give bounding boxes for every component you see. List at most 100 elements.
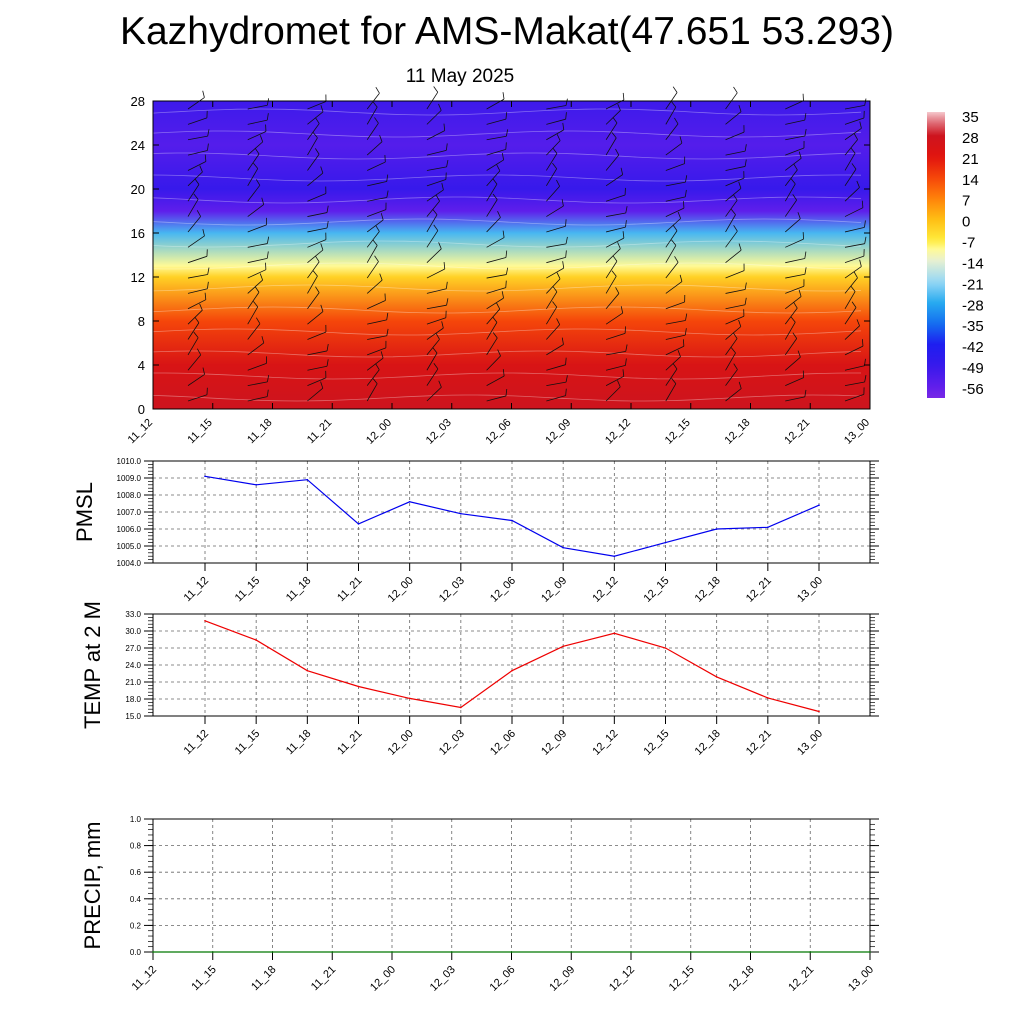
x-tick-label: 13_00 bbox=[795, 728, 825, 758]
wind-barb bbox=[725, 144, 747, 156]
x-tick-label: 12_21 bbox=[744, 575, 774, 605]
wind-barb bbox=[187, 143, 209, 156]
wind-barb bbox=[605, 117, 618, 140]
x-tick-label: 12_00 bbox=[386, 575, 416, 605]
wind-barb bbox=[725, 381, 742, 402]
wind-barb bbox=[307, 255, 320, 279]
wind-barb bbox=[785, 350, 801, 371]
x-tick-label: 11_21 bbox=[309, 964, 339, 994]
wind-barb bbox=[785, 389, 807, 402]
wind-barb bbox=[426, 333, 440, 356]
wind-barb bbox=[187, 178, 200, 202]
wind-barb bbox=[187, 110, 208, 125]
wind-barb bbox=[665, 175, 688, 187]
wind-barb bbox=[605, 167, 624, 187]
wind-barb bbox=[426, 362, 439, 386]
wind-barb bbox=[725, 297, 747, 310]
y-tick-label: 0.0 bbox=[130, 948, 142, 957]
colorbar-tick-label: 0 bbox=[962, 214, 970, 231]
wind-barb bbox=[725, 208, 736, 233]
data-point bbox=[211, 951, 214, 953]
wind-barb bbox=[785, 151, 802, 171]
wind-barb bbox=[366, 351, 384, 371]
chart-title: Kazhydromet for AMS-Makat(47.651 53.293) bbox=[120, 10, 894, 53]
data-point bbox=[869, 951, 871, 953]
wind-barb bbox=[844, 387, 865, 402]
data-point bbox=[357, 685, 360, 688]
wind-barb bbox=[426, 262, 446, 279]
wind-barb bbox=[247, 262, 267, 279]
wind-barb bbox=[486, 316, 498, 340]
wind-barb bbox=[486, 388, 508, 402]
wind-barb bbox=[307, 166, 324, 187]
x-tick-label: 12_00 bbox=[368, 964, 398, 994]
heat-x-tick-label: 11_15 bbox=[185, 417, 215, 447]
wind-barb bbox=[844, 147, 856, 171]
y-axis-label: PRECIP, mm bbox=[80, 822, 105, 950]
wind-barb bbox=[187, 292, 207, 310]
wind-barb bbox=[367, 293, 386, 310]
wind-barb bbox=[844, 375, 867, 387]
wind-barb bbox=[426, 242, 442, 263]
y-tick-label: 1005.0 bbox=[117, 542, 142, 551]
wind-barb bbox=[665, 339, 685, 356]
heat-y-tick-label: 8 bbox=[138, 314, 145, 329]
wind-barb bbox=[725, 347, 736, 371]
wind-barb bbox=[307, 117, 320, 140]
precip-panel: 0.0 0.2 0.4 0.6 0.8 1.0 11_12 11_15 11_18 11_21 12… bbox=[80, 815, 879, 994]
wind-barb bbox=[605, 369, 625, 386]
wind-barb bbox=[665, 294, 686, 310]
data-point bbox=[391, 951, 393, 953]
wind-barb bbox=[546, 112, 567, 125]
wind-barb bbox=[665, 313, 688, 325]
wind-barb bbox=[546, 375, 568, 387]
wind-barb bbox=[486, 302, 501, 325]
y-tick-label: 15.0 bbox=[125, 712, 141, 721]
wind-barb bbox=[187, 154, 207, 171]
wind-barb bbox=[426, 298, 449, 310]
wind-barb bbox=[784, 163, 798, 187]
wind-barb bbox=[546, 162, 558, 187]
wind-barb bbox=[307, 343, 329, 356]
wind-barb bbox=[785, 141, 805, 156]
data-point bbox=[306, 478, 309, 481]
wind-barb bbox=[725, 263, 745, 279]
data-point bbox=[331, 951, 334, 953]
wind-barb bbox=[426, 281, 448, 294]
y-tick-label: 24.0 bbox=[125, 661, 141, 670]
wind-barb bbox=[307, 132, 318, 156]
wind-barb bbox=[366, 273, 383, 294]
wind-barb bbox=[307, 94, 327, 110]
wind-barb bbox=[605, 287, 620, 310]
wind-barb bbox=[187, 331, 199, 356]
data-point bbox=[152, 951, 154, 953]
contour-line bbox=[153, 372, 861, 380]
wind-barb bbox=[665, 101, 677, 125]
heat-y-tick-label: 24 bbox=[131, 138, 145, 153]
wind-barb bbox=[366, 363, 380, 386]
wind-barb bbox=[486, 280, 507, 294]
wind-barb bbox=[187, 210, 201, 233]
data-point bbox=[818, 504, 820, 507]
x-tick-label: 12_09 bbox=[539, 575, 569, 605]
wind-barb bbox=[247, 356, 268, 371]
wind-barb bbox=[426, 123, 446, 141]
wind-barb bbox=[247, 179, 261, 202]
wind-barb bbox=[844, 249, 865, 264]
colorbar-tick-label: -14 bbox=[962, 255, 984, 272]
data-point bbox=[562, 546, 564, 549]
wind-barb bbox=[366, 255, 379, 279]
wind-barb bbox=[785, 113, 807, 125]
x-tick-label: 12_18 bbox=[693, 575, 723, 605]
wind-barb bbox=[426, 159, 449, 171]
data-point bbox=[450, 951, 453, 953]
data-point bbox=[204, 475, 206, 478]
wind-barb bbox=[605, 187, 626, 202]
wind-barb bbox=[546, 147, 558, 171]
x-tick-label: 12_15 bbox=[642, 575, 672, 605]
heat-x-tick-label: 13_00 bbox=[842, 417, 872, 447]
wind-barb bbox=[486, 193, 498, 217]
wind-barb bbox=[247, 336, 265, 356]
wind-barb bbox=[784, 332, 798, 356]
heat-y-tick-label: 12 bbox=[131, 270, 145, 285]
